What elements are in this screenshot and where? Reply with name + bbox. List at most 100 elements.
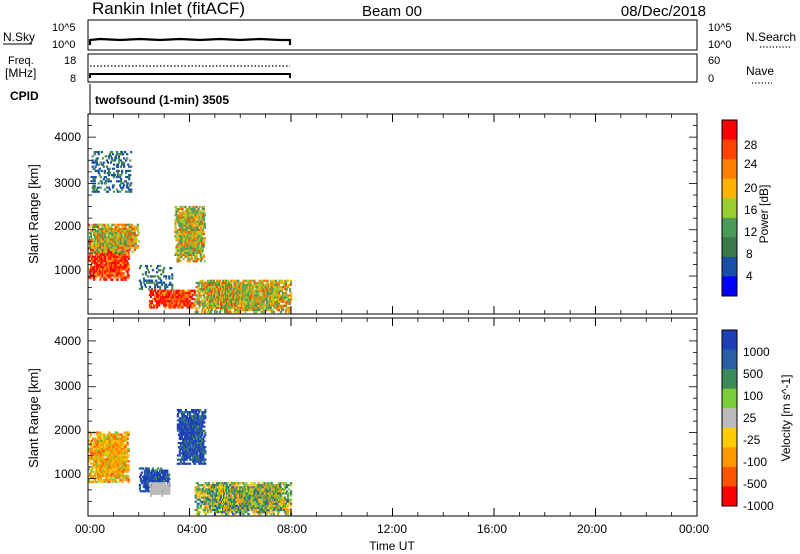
data-cell xyxy=(289,308,292,312)
data-cell xyxy=(107,186,110,189)
data-cell xyxy=(123,184,126,187)
data-cell xyxy=(104,468,107,471)
data-cell xyxy=(224,300,227,303)
power-ylabel: Slant Range [km] xyxy=(26,164,41,264)
data-cell xyxy=(280,279,284,282)
data-cell xyxy=(149,304,153,307)
data-cell xyxy=(254,308,257,312)
data-cell xyxy=(129,225,132,228)
data-cell xyxy=(120,244,123,247)
data-cell xyxy=(286,294,290,297)
data-cell xyxy=(93,246,96,249)
data-cell xyxy=(202,444,205,447)
data-cell xyxy=(104,236,107,239)
data-cell xyxy=(200,460,203,463)
data-cell xyxy=(239,288,242,291)
data-cell xyxy=(209,283,212,287)
data-cell xyxy=(239,298,242,301)
data-cell xyxy=(203,286,206,289)
data-cell xyxy=(179,437,183,441)
data-cell xyxy=(186,298,189,301)
data-cell xyxy=(111,278,114,281)
data-cell xyxy=(193,233,196,236)
colorbar-swatch xyxy=(722,256,737,277)
data-cell xyxy=(106,441,109,444)
data-cell xyxy=(190,258,193,261)
data-cell xyxy=(138,488,141,491)
data-cell xyxy=(122,466,125,469)
data-cell xyxy=(114,272,117,275)
data-cell xyxy=(118,472,121,475)
data-cell xyxy=(132,240,135,243)
data-cell xyxy=(275,281,278,284)
data-cell xyxy=(143,283,146,286)
data-cell xyxy=(179,208,182,211)
data-cell xyxy=(193,258,196,261)
data-cell xyxy=(136,227,139,231)
data-cell xyxy=(193,298,196,301)
data-cell xyxy=(173,298,176,301)
data-cell xyxy=(100,169,103,172)
data-cell xyxy=(234,279,237,282)
data-cell xyxy=(135,238,138,241)
power-ytick-1000: 1000 xyxy=(54,263,81,277)
data-cell xyxy=(262,302,265,305)
data-cell xyxy=(290,279,293,282)
data-cell xyxy=(201,224,204,227)
data-cell xyxy=(177,442,180,445)
data-cell xyxy=(122,441,125,444)
data-cell xyxy=(198,214,201,217)
data-cell xyxy=(191,210,194,213)
data-cell xyxy=(121,472,124,475)
data-cell xyxy=(289,300,292,303)
data-cell xyxy=(279,281,282,284)
data-cell xyxy=(127,478,130,482)
data-cell xyxy=(125,234,128,237)
data-cell xyxy=(127,240,130,243)
data-cell xyxy=(277,281,280,284)
data-cell xyxy=(99,478,102,482)
data-cell xyxy=(127,264,130,267)
data-cell xyxy=(167,479,170,482)
data-cell xyxy=(180,235,183,238)
data-cell xyxy=(115,435,118,438)
data-cell xyxy=(121,169,124,172)
data-cell xyxy=(198,281,201,284)
data-cell xyxy=(158,281,161,284)
data-cell xyxy=(133,246,136,249)
data-cell xyxy=(163,293,166,297)
data-cell xyxy=(121,478,124,482)
data-cell xyxy=(108,274,111,277)
data-cell xyxy=(186,260,189,263)
data-cell xyxy=(204,308,207,312)
data-cell xyxy=(110,157,113,160)
data-cell xyxy=(191,433,194,436)
data-cell xyxy=(107,169,110,172)
data-cell xyxy=(97,246,100,249)
data-cell xyxy=(184,409,188,412)
data-cell xyxy=(239,296,242,299)
data-cell xyxy=(234,308,237,312)
data-cell xyxy=(199,226,202,229)
data-cell xyxy=(105,266,108,269)
data-cell xyxy=(127,253,130,256)
data-cell xyxy=(187,306,190,309)
data-cell xyxy=(181,306,184,309)
data-cell xyxy=(200,454,203,457)
data-cell xyxy=(165,473,168,476)
data-cell xyxy=(159,269,162,272)
data-cell xyxy=(175,235,178,238)
data-cell xyxy=(180,239,183,242)
data-cell xyxy=(96,274,99,277)
data-cell xyxy=(286,296,290,299)
data-cell xyxy=(121,171,124,175)
data-cell xyxy=(89,225,92,228)
data-cell xyxy=(95,159,98,162)
data-cell xyxy=(90,443,93,446)
data-cell xyxy=(182,304,185,307)
freq-trace xyxy=(89,73,291,78)
data-cell xyxy=(199,253,202,256)
data-cell xyxy=(234,290,237,293)
data-cell xyxy=(188,260,191,263)
data-cell xyxy=(125,452,128,455)
